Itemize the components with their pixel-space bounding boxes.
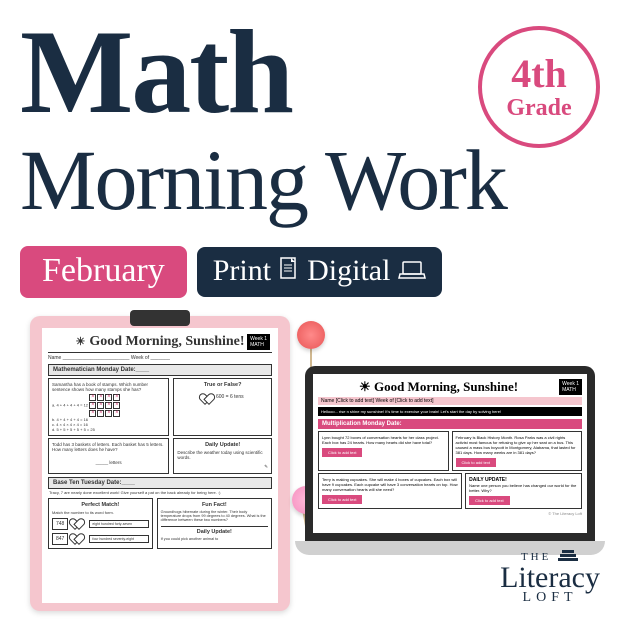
daily-update-box: Daily Update! Describe the weather today…	[173, 438, 272, 474]
add-text-button[interactable]: Click to add text	[322, 495, 362, 504]
preview-area: Week 1MATH ☀Good Morning, Sunshine! Name…	[0, 306, 620, 616]
print-worksheet: Week 1MATH ☀Good Morning, Sunshine! Name…	[42, 328, 278, 603]
tuesday-row: Perfect Match! Match the number to its w…	[48, 498, 272, 549]
laptop-mockup: Week 1MATH ☀ Good Morning, Sunshine! Nam…	[305, 366, 595, 566]
pencil-icon: ✎	[177, 464, 268, 470]
format-tag: Print Digital	[197, 247, 443, 297]
section-monday: Mathematician Monday Date:____	[48, 364, 272, 376]
sun-icon: ☀	[75, 335, 85, 348]
clipboard-clip	[130, 310, 190, 326]
perfect-match-box: Perfect Match! Match the number to its w…	[48, 498, 153, 549]
heart-icon	[203, 394, 214, 404]
week-badge: Week 1MATH	[559, 379, 582, 395]
laptop-icon	[398, 254, 426, 288]
month-tag: February	[20, 246, 187, 298]
fun-fact-box: Fun Fact! Groundhogs hibernate during th…	[157, 498, 272, 549]
product-cover: Math 4th Grade Morning Work February Pri…	[0, 0, 620, 620]
baskets-problem: Todd has 3 baskets of letters. Each bask…	[48, 438, 169, 474]
name-line: Name ________________________ Week of __…	[48, 355, 272, 361]
intro-bar: Hellooo... rise n shine my sunshine! It'…	[318, 407, 582, 416]
pom-decoration	[297, 321, 325, 349]
header: Math 4th Grade Morning Work	[0, 0, 620, 232]
laptop-screen: Week 1MATH ☀ Good Morning, Sunshine! Nam…	[305, 366, 595, 541]
copyright: © The Literacy Loft	[318, 511, 582, 516]
grade-badge: 4th Grade	[478, 26, 600, 148]
rosa-parks-problem: February is Black History Month. Rosa Pa…	[452, 431, 583, 471]
digital-worksheet: Week 1MATH ☀ Good Morning, Sunshine! Nam…	[313, 374, 587, 533]
heart-icon	[73, 534, 84, 544]
title-main: Math	[20, 18, 292, 126]
stamps-problem: Samantha has a book of stamps. Which num…	[48, 378, 169, 436]
digital-row1: Lynn bought 72 boxes of conversation hea…	[318, 431, 582, 471]
worksheet-title: ☀ Good Morning, Sunshine!	[318, 379, 582, 395]
clipboard: Week 1MATH ☀Good Morning, Sunshine! Name…	[30, 316, 290, 611]
cupcakes-problem: Terry is making cupcakes. She will make …	[318, 473, 462, 509]
week-badge: Week 1MATH	[247, 334, 270, 350]
monday-row: Samantha has a book of stamps. Which num…	[48, 378, 272, 436]
heart-icon	[73, 519, 84, 529]
worksheet-title: ☀Good Morning, Sunshine!	[48, 334, 272, 353]
tags-row: February Print Digital	[0, 246, 620, 298]
stamp-grid-icon	[89, 394, 120, 417]
daily-update-box: DAILY UPDATE! Name one person you believ…	[465, 473, 582, 509]
logo-literacy: Literacy	[500, 566, 600, 590]
digital-label: Digital	[307, 254, 390, 288]
brand-logo: THE Literacy LOFT	[500, 549, 600, 606]
section-tuesday: Base Ten Tuesday Date:____	[48, 477, 272, 489]
grade-number: 4th	[511, 54, 567, 94]
monday-row2: Todd has 3 baskets of letters. Each bask…	[48, 438, 272, 474]
grade-label: Grade	[506, 96, 571, 120]
document-icon	[279, 254, 299, 288]
add-text-button[interactable]: Click to add text	[469, 496, 509, 505]
hearts-problem: Lynn bought 72 boxes of conversation hea…	[318, 431, 449, 471]
true-false-box: True or False? 600 = 6 tens	[173, 378, 272, 436]
digital-row2: Terry is making cupcakes. She will make …	[318, 473, 582, 509]
sun-icon: ☀	[359, 379, 371, 394]
section-multiplication: Multiplication Monday Date:	[318, 419, 582, 429]
print-label: Print	[213, 254, 271, 288]
title-row: Math 4th Grade	[20, 18, 600, 148]
title-subtitle: Morning Work	[20, 140, 600, 222]
add-text-button[interactable]: Click to add text	[322, 448, 362, 457]
name-line: Name [Click to add text] Week of [Click …	[318, 397, 582, 405]
add-text-button[interactable]: Click to add text	[456, 458, 496, 467]
